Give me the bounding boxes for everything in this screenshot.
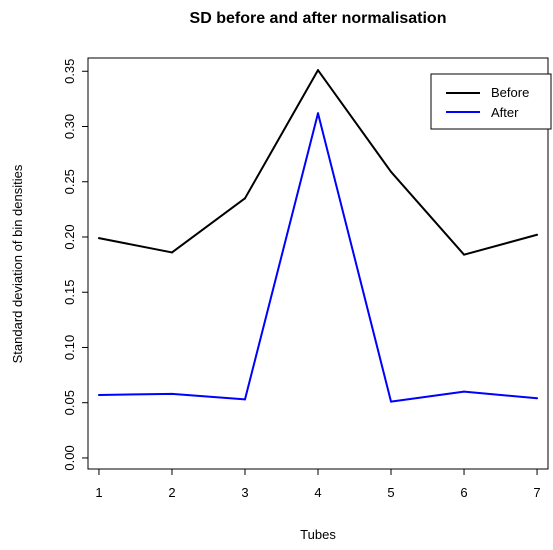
x-tick-label: 3 [241, 485, 248, 500]
y-tick-label: 0.35 [62, 59, 77, 84]
data-point-after [243, 398, 246, 401]
legend-box [430, 73, 552, 130]
y-tick-label: 0.00 [62, 445, 77, 470]
data-point-after [170, 392, 173, 395]
y-tick-label: 0.25 [62, 169, 77, 194]
data-point-after [463, 390, 466, 393]
x-axis: 1 2 3 4 5 6 7 [95, 468, 541, 500]
x-tick-label: 1 [95, 485, 102, 500]
data-point-after [317, 112, 319, 115]
y-tick-label: 0.05 [62, 390, 77, 415]
legend-label-after: After [491, 105, 519, 120]
x-tick-label: 6 [460, 485, 467, 500]
data-point-before [97, 237, 100, 240]
legend-label-before: Before [491, 85, 529, 100]
chart-title: SD before and after normalisation [190, 10, 447, 27]
x-tick-label: 2 [168, 485, 175, 500]
legend: Before After [430, 73, 552, 130]
y-axis: 0.00 0.05 0.10 0.15 0.20 0.25 0.30 0.35 [62, 59, 89, 471]
y-tick-label: 0.15 [62, 280, 77, 305]
x-tick-label: 5 [387, 485, 394, 500]
y-tick-label: 0.20 [62, 224, 77, 249]
series-line-after [98, 112, 538, 403]
data-point-before [243, 197, 246, 200]
data-point-before [536, 233, 539, 236]
data-point-after [390, 400, 393, 403]
data-point-after [97, 393, 100, 396]
x-tick-label: 7 [533, 485, 540, 500]
x-tick-label: 4 [314, 485, 321, 500]
data-point-before [317, 69, 319, 72]
x-axis-label: Tubes [300, 527, 336, 542]
y-axis-label: Standard deviation of bin densities [10, 164, 25, 363]
series-layer [97, 69, 539, 403]
data-point-after [536, 397, 539, 400]
y-tick-label: 0.30 [62, 114, 77, 139]
data-point-before [170, 251, 173, 254]
y-tick-label: 0.10 [62, 335, 77, 360]
data-point-before [390, 170, 393, 173]
data-point-before [463, 253, 466, 256]
